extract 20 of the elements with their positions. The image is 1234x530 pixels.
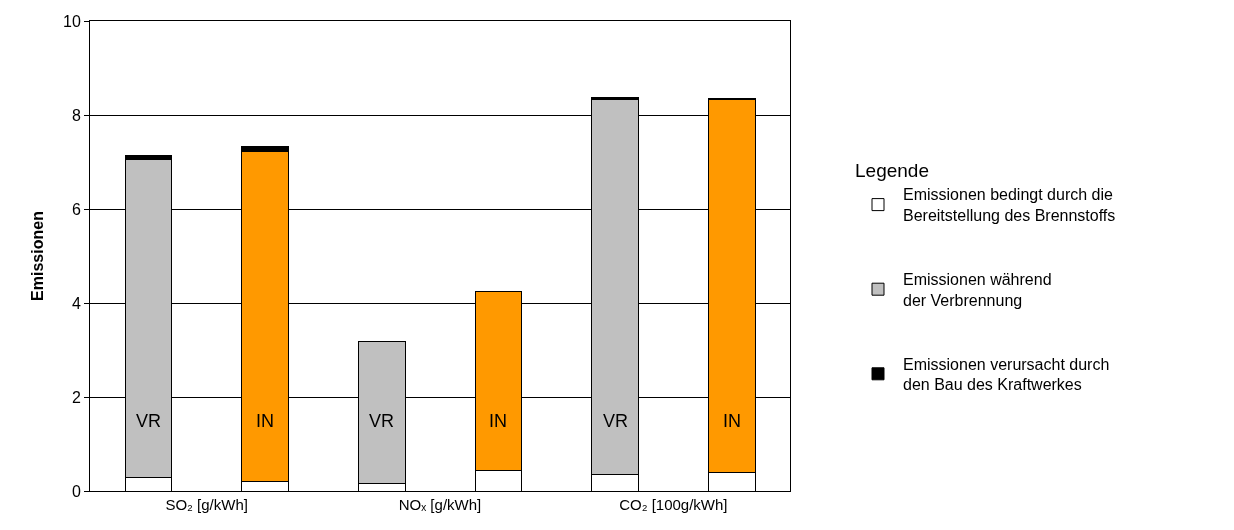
annotation: VR bbox=[603, 411, 629, 431]
y-tick-label: 6 bbox=[71, 200, 81, 218]
y-tick-label: 8 bbox=[71, 106, 81, 124]
x-tick-label: NOₓ [g/kWh] bbox=[398, 496, 482, 513]
annotation: VR bbox=[369, 411, 395, 431]
annotation: IN bbox=[489, 411, 507, 431]
y-tick-label: 0 bbox=[71, 482, 81, 500]
x-tick-label: SO₂ [g/kWh] bbox=[165, 496, 248, 513]
legend-label: Emissionen verursacht durch den Bau des Kraftwerkes bbox=[903, 355, 1110, 394]
y-tick-label: 10 bbox=[63, 12, 81, 30]
y-tick-label: 4 bbox=[71, 294, 81, 312]
y-tick-label: 2 bbox=[71, 388, 81, 406]
annotation: VR bbox=[136, 411, 162, 431]
legend-label: Emissionen während der Verbrennung bbox=[903, 271, 1052, 309]
legend-title: Legende bbox=[855, 160, 929, 182]
annotation: IN bbox=[723, 411, 741, 431]
y-axis-title: Emissionen bbox=[28, 211, 46, 301]
legend-label: Emissionen bedingt durch die Bereitstellung des Brennstoffs bbox=[903, 186, 1116, 225]
x-tick-label: CO₂ [100g/kWh] bbox=[619, 496, 728, 513]
annotation: IN bbox=[256, 411, 274, 431]
